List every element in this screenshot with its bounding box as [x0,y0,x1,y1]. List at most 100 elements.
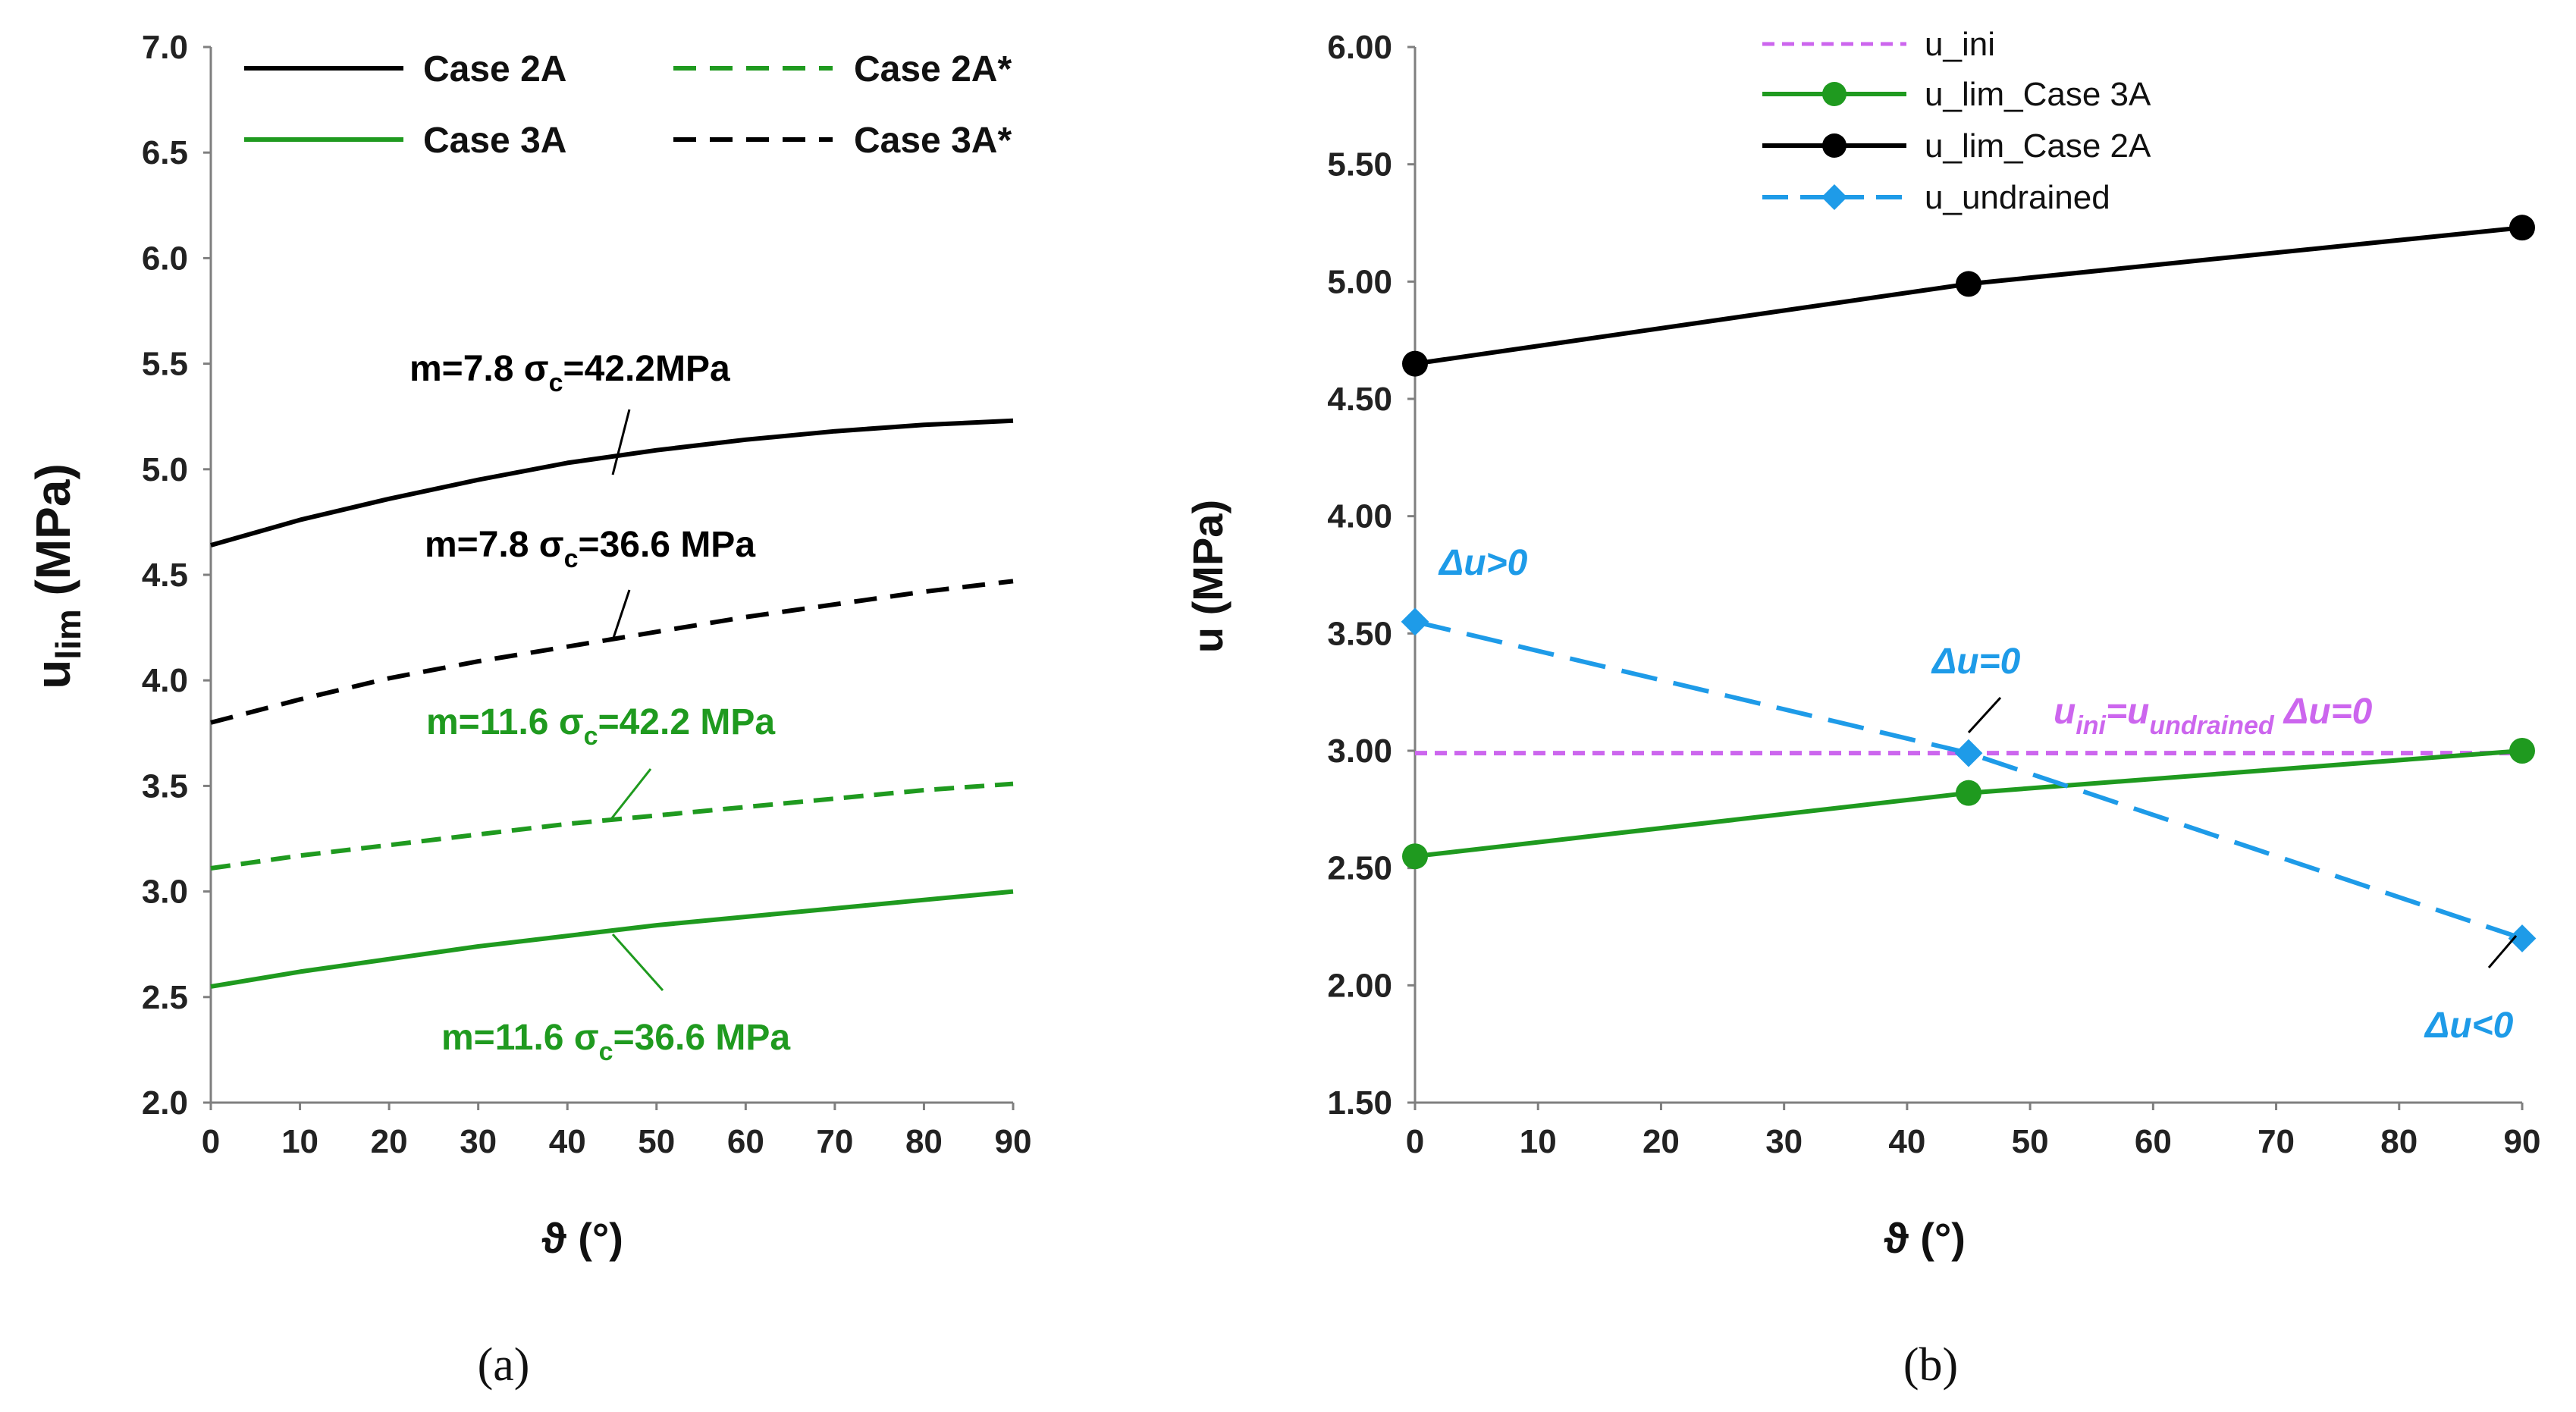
b-annotation-uini-equals-uundrained: uini=uundrained Δu=0 [2054,692,2373,740]
b-x-tick-60: 60 [2135,1123,2172,1160]
chart-a: 2.0 2.5 3.0 3.5 4.0 4.5 5.0 5.5 6.0 6.5 7.0 0 10 20 3… [26,29,1031,1391]
a-x-tick-50: 50 [638,1123,675,1160]
b-point-u-lim-case-3a-45 [1956,780,1981,806]
a-y-tick-labels: 2.0 2.5 3.0 3.5 4.0 4.5 5.0 5.5 6.0 6.5 7.0 [142,29,211,1122]
b-y-tick-3-50: 3.50 [1327,615,1392,652]
b-point-u-lim-case-2a-0 [1402,350,1428,377]
b-y-tick-1-50: 1.50 [1327,1084,1392,1122]
b-point-u-lim-case-2a-90 [2509,215,2535,241]
a-legend-label-case-3a-star: Case 3A* [854,121,1012,161]
b-y-tick-4-50: 4.50 [1327,381,1392,418]
a-annotation-case-2a-star: m=11.6 σc=42.2 MPa [426,702,775,751]
b-y-tick-2-50: 2.50 [1327,850,1392,887]
b-x-tick-0: 0 [1406,1123,1424,1160]
a-y-tick-6-0: 6.0 [142,240,188,277]
b-point-u-lim-case-2a-45 [1956,271,1981,297]
b-point-u-undrained-45 [1954,739,1983,767]
a-x-tick-40: 40 [549,1123,586,1160]
b-legend-marker-u-undrained [1821,184,1847,210]
a-ylabel-sub: lim [49,609,88,659]
a-legend: Case 2A Case 2A* Case 3A Case 3A* [244,49,1012,161]
a-annotation-case-3a-star: m=7.8 σc=36.6 MPa [425,525,755,573]
b-x-tick-40: 40 [1888,1123,1925,1160]
a-annotation-case-2a: m=7.8 σc=42.2MPa [409,349,730,397]
b-x-tick-50: 50 [2012,1123,2049,1160]
b-y-tick-5-50: 5.50 [1327,146,1392,184]
a-series-case-2a [210,781,1014,871]
b-series-group [1401,215,2537,952]
a-leader-case-2a-star [610,768,652,820]
b-x-tick-90: 90 [2504,1123,2541,1160]
b-annotations: Δu>0 Δu=0 uini=uundrained Δu=0 Δu<0 [1438,543,2518,1046]
a-legend-label-case-2a-star: Case 2A* [854,49,1012,89]
b-legend-label-u-lim-3a: u_lim_Case 3A [1925,76,2151,113]
a-x-tick-80: 80 [905,1123,943,1160]
a-y-axis-title: ulim (MPa) [26,463,88,689]
a-x-tick-10: 10 [281,1123,318,1160]
b-annotation-du-positive: Δu>0 [1438,543,1528,583]
b-x-tick-10: 10 [1520,1123,1557,1160]
b-y-tick-5-00: 5.00 [1327,263,1392,300]
a-x-tick-labels: 0 10 20 30 40 50 60 70 80 90 [202,1103,1032,1160]
a-x-tick-70: 70 [816,1123,853,1160]
a-y-tick-2-0: 2.0 [142,1084,188,1122]
b-legend-label-u-lim-2a: u_lim_Case 2A [1925,127,2151,165]
b-y-tick-6-00: 6.00 [1327,29,1392,66]
b-x-tick-labels: 0 10 20 30 40 50 60 70 80 90 [1406,1103,2541,1160]
a-x-tick-0: 0 [202,1123,220,1160]
b-point-u-undrained-0 [1401,607,1429,636]
b-x-axis-title: ϑ (°) [1884,1214,1966,1262]
b-legend-label-u-undrained: u_undrained [1925,179,2110,216]
b-point-u-lim-case-3a-90 [2509,738,2535,764]
a-y-tick-2-5: 2.5 [142,979,188,1016]
a-y-tick-5-0: 5.0 [142,451,188,488]
b-legend-label-u-ini: u_ini [1925,26,1995,63]
b-point-u-undrained-90 [2508,924,2537,952]
a-series-case-3a [210,579,1014,725]
a-leader-case-3a [611,933,664,991]
b-x-tick-70: 70 [2258,1123,2295,1160]
b-point-u-lim-case-3a-0 [1402,843,1428,870]
a-x-tick-60: 60 [727,1123,764,1160]
b-annotation-du-negative: Δu<0 [2424,1006,2514,1046]
b-x-tick-20: 20 [1643,1123,1680,1160]
a-ylabel-unit: (MPa) [26,463,80,609]
a-x-tick-20: 20 [371,1123,408,1160]
b-legend-marker-u-lim-2a [1822,133,1846,158]
a-y-tick-3-0: 3.0 [142,874,188,911]
chart-b: 1.50 2.00 2.50 3.00 3.50 4.00 4.50 5.00 5.50 6.00… [1184,26,2540,1391]
a-leader-case-2a [611,409,631,475]
a-y-tick-5-5: 5.5 [142,346,188,383]
a-x-tick-30: 30 [460,1123,497,1160]
panel-label-b: (b) [1903,1339,1958,1391]
a-leader-case-3a-star [611,589,631,641]
a-annotations: m=7.8 σc=42.2MPa m=7.8 σc=36.6 MPa m=11.… [409,349,790,1066]
a-y-tick-6-5: 6.5 [142,134,188,171]
a-y-tick-7-0: 7.0 [142,29,188,66]
b-leader-du-negative [2487,935,2518,968]
b-leader-du-zero-mid [1967,696,2002,734]
a-legend-label-case-3a: Case 3A [423,121,566,161]
a-y-tick-4-5: 4.5 [142,557,188,594]
b-annotation-du-zero-mid: Δu=0 [1931,642,2021,682]
b-y-tick-3-00: 3.00 [1327,733,1392,770]
a-y-tick-3-5: 3.5 [142,767,188,805]
a-x-axis-title: ϑ (°) [541,1214,623,1262]
a-annotation-case-3a: m=11.6 σc=36.6 MPa [441,1018,790,1066]
b-series-u-undrained [1414,619,2523,941]
a-ylabel-main: u [26,660,80,689]
b-x-tick-80: 80 [2380,1123,2418,1160]
b-x-tick-30: 30 [1765,1123,1803,1160]
a-series-case-3a [210,889,1014,989]
a-legend-label-case-2a: Case 2A [423,49,566,89]
b-y-tick-4-00: 4.00 [1327,498,1392,535]
b-y-tick-2-00: 2.00 [1327,967,1392,1004]
b-y-tick-labels: 1.50 2.00 2.50 3.00 3.50 4.00 4.50 5.00 5.50 6.00 [1327,29,1415,1122]
a-x-tick-90: 90 [995,1123,1032,1160]
b-legend: u_ini u_lim_Case 3A u_lim_Case 2A u_undr… [1762,26,2151,216]
a-y-tick-4-0: 4.0 [142,662,188,699]
a-series-case-2a [210,418,1014,548]
b-y-axis-title: u (MPa) [1184,500,1232,653]
b-legend-marker-u-lim-3a [1822,82,1846,106]
